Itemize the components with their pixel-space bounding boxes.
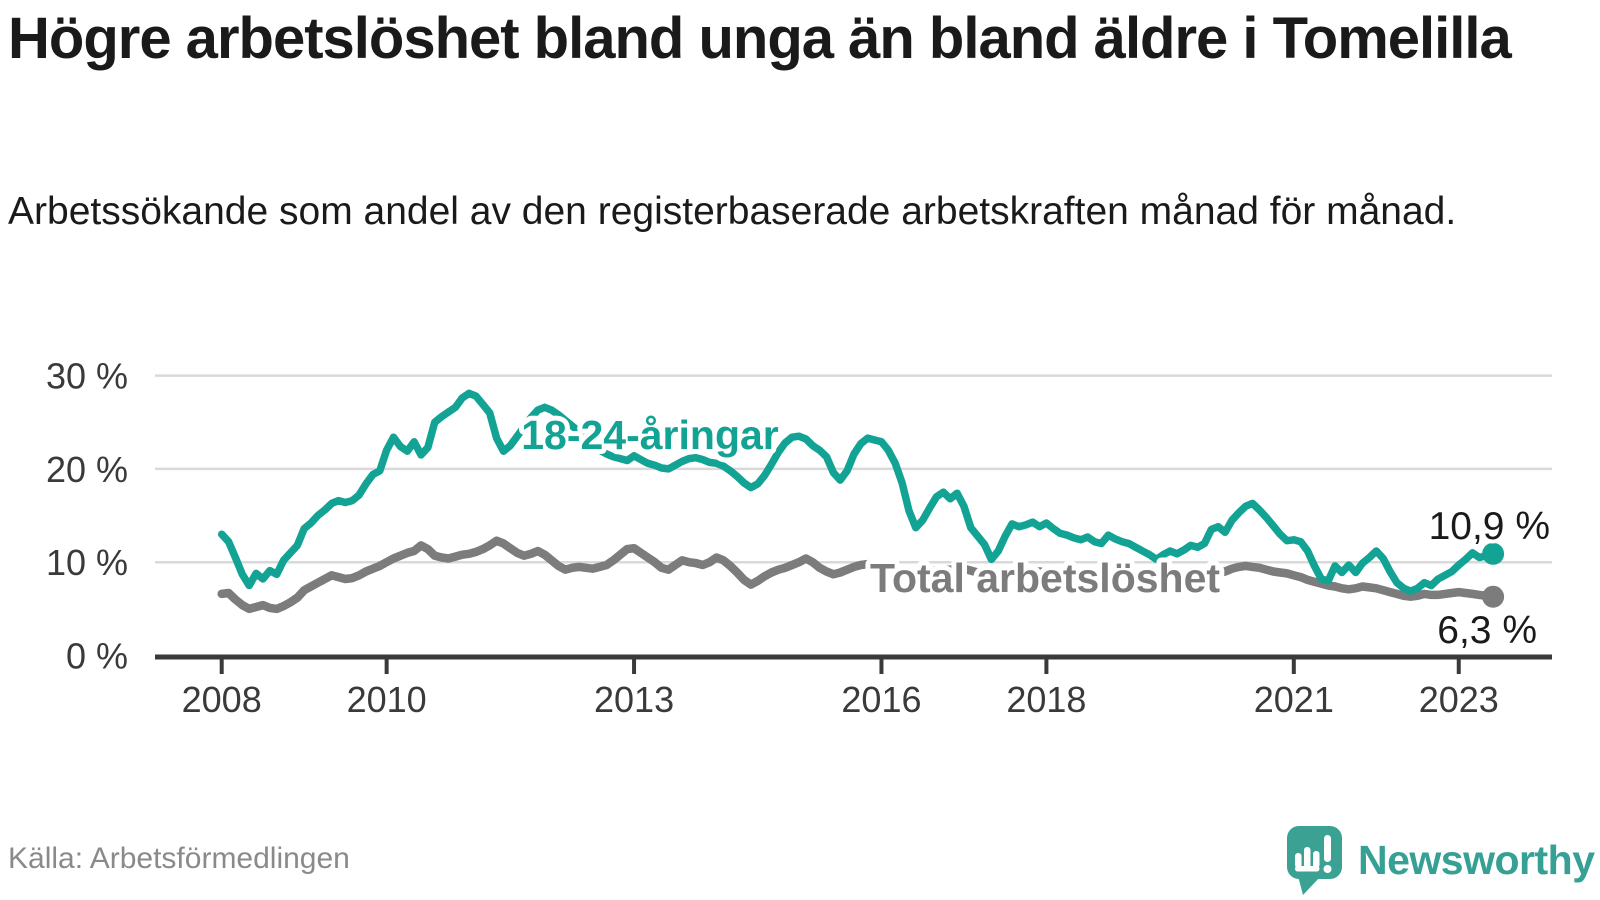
y-axis-label-10: 10 %	[46, 542, 128, 583]
x-axis-label-2021: 2021	[1254, 679, 1334, 720]
y-axis-label-0: 0 %	[66, 636, 128, 677]
brand-name: Newsworthy	[1358, 836, 1595, 883]
end-value-label-total: 6,3 %	[1437, 609, 1537, 652]
series-line-youth	[217, 389, 1497, 595]
source-note: Källa: Arbetsförmedlingen	[8, 842, 350, 875]
end-dot-youth	[1482, 542, 1505, 565]
series-label-total: Total arbetslöshet	[870, 555, 1220, 601]
series-line-total	[217, 536, 1498, 614]
x-axis-label-2013: 2013	[594, 679, 674, 720]
y-axis-label-20: 20 %	[46, 449, 128, 490]
newsworthy-logo-icon	[1287, 826, 1342, 895]
x-axis-label-2008: 2008	[182, 679, 262, 720]
x-axis-label-2023: 2023	[1419, 679, 1499, 720]
page-title: Högre arbetslöshet bland unga än bland ä…	[8, 6, 1512, 71]
chart-svg: 0 % 10 % 20 % 30 % 2008 2010 2013 2016 2018 2021 2…	[46, 356, 1554, 720]
end-dot-total	[1482, 585, 1505, 608]
x-axis-label-2018: 2018	[1006, 679, 1086, 720]
end-value-label-youth: 10,9 %	[1429, 505, 1550, 548]
x-axis-label-2016: 2016	[841, 679, 921, 720]
y-axis-label-30: 30 %	[46, 356, 128, 397]
brand: Newsworthy	[1286, 824, 1595, 896]
page-subtitle: Arbetssökande som andel av den registerb…	[8, 190, 1457, 233]
series-label-youth: 18-24-åringar	[521, 412, 779, 458]
x-axis-label-2010: 2010	[347, 679, 427, 720]
